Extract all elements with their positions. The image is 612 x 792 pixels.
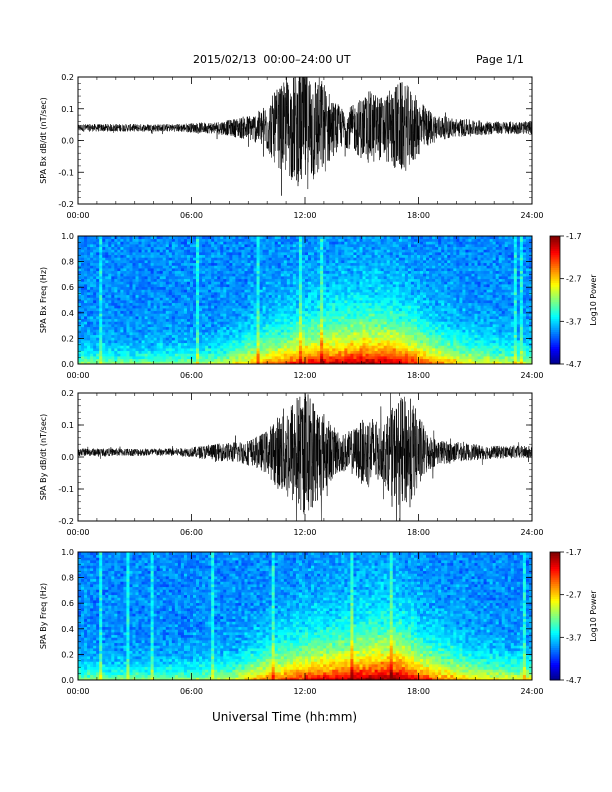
colorbar-tick-label-1-1: -2.7 — [566, 275, 582, 284]
y-tick-label-2-2: 0.0 — [61, 453, 74, 462]
colorbar-frame-1 — [549, 235, 561, 365]
x-tick-label-0-4: 24:00 — [520, 211, 543, 220]
y-tick-label-3-2: 0.6 — [61, 599, 74, 608]
x-tick-label-2-4: 24:00 — [520, 528, 543, 537]
colorbar-tick-label-3-0: -1.7 — [566, 548, 582, 557]
page-number: Page 1/1 — [476, 53, 524, 66]
colorbar-label-1: Log10 Power — [589, 274, 598, 326]
y-tick-label-3-0: 1.0 — [61, 548, 74, 557]
series-line-0 — [77, 76, 533, 196]
y-tick-label-2-0: 0.2 — [61, 389, 74, 398]
spectrogram-1 — [78, 236, 533, 365]
x-tick-label-1-0: 00:00 — [66, 371, 89, 380]
y-axis-label-2: SPA By dB/dt (nT/sec) — [39, 414, 48, 501]
x-tick-label-2-1: 06:00 — [180, 528, 203, 537]
x-tick-label-3-2: 12:00 — [293, 687, 316, 696]
y-tick-label-1-0: 1.0 — [61, 232, 74, 241]
y-tick-label-0-1: 0.1 — [61, 105, 74, 114]
colorbar-frame-3 — [549, 551, 561, 681]
x-tick-label-1-2: 12:00 — [293, 371, 316, 380]
x-tick-label-0-0: 00:00 — [66, 211, 89, 220]
y-axis-label-1: SPA Bx Freq (Hz) — [39, 267, 48, 333]
y-tick-label-3-3: 0.4 — [61, 625, 74, 634]
y-tick-label-1-1: 0.8 — [61, 258, 74, 267]
x-tick-label-0-3: 18:00 — [407, 211, 430, 220]
spectrogram-3 — [78, 552, 533, 681]
colorbar-tick-label-1-2: -3.7 — [566, 317, 582, 326]
y-axis-label-0: SPA Bx dB/dt (nT/sec) — [39, 97, 48, 184]
x-tick-label-0-2: 12:00 — [293, 211, 316, 220]
x-tick-label-3-0: 00:00 — [66, 687, 89, 696]
y-tick-label-3-1: 0.8 — [61, 574, 74, 583]
colorbar-3 — [550, 552, 560, 681]
y-tick-label-0-4: -0.2 — [58, 200, 74, 209]
x-tick-label-2-3: 18:00 — [407, 528, 430, 537]
colorbar-tick-label-3-2: -3.7 — [566, 633, 582, 642]
colorbar-1 — [550, 236, 560, 365]
colorbar-label-3: Log10 Power — [589, 590, 598, 642]
x-tick-label-1-4: 24:00 — [520, 371, 543, 380]
colorbar-tick-label-3-1: -2.7 — [566, 591, 582, 600]
y-tick-label-0-2: 0.0 — [61, 137, 74, 146]
x-tick-label-3-4: 24:00 — [520, 687, 543, 696]
y-tick-label-2-1: 0.1 — [61, 421, 74, 430]
y-tick-label-3-5: 0.0 — [61, 676, 74, 685]
x-tick-label-3-1: 06:00 — [180, 687, 203, 696]
x-tick-label-2-2: 12:00 — [293, 528, 316, 537]
y-tick-label-2-3: -0.1 — [58, 485, 74, 494]
series-line-2 — [77, 392, 533, 522]
x-tick-label-1-1: 06:00 — [180, 371, 203, 380]
page-title: 2015/02/13 00:00–24:00 UT — [193, 53, 351, 66]
colorbar-tick-label-1-0: -1.7 — [566, 232, 582, 241]
x-tick-label-2-0: 00:00 — [66, 528, 89, 537]
y-tick-label-0-0: 0.2 — [61, 73, 74, 82]
x-tick-label-0-1: 06:00 — [180, 211, 203, 220]
y-tick-label-2-4: -0.2 — [58, 517, 74, 526]
y-tick-label-1-4: 0.2 — [61, 334, 74, 343]
y-axis-label-3: SPA By Freq (Hz) — [39, 583, 48, 649]
y-tick-label-1-3: 0.4 — [61, 309, 74, 318]
y-tick-label-1-5: 0.0 — [61, 360, 74, 369]
y-tick-label-0-3: -0.1 — [58, 168, 74, 177]
x-tick-label-1-3: 18:00 — [407, 371, 430, 380]
x-axis-title: Universal Time (hh:mm) — [212, 710, 358, 724]
colorbar-tick-label-3-3: -4.7 — [566, 676, 582, 685]
y-tick-label-1-2: 0.6 — [61, 283, 74, 292]
y-tick-label-3-4: 0.2 — [61, 650, 74, 659]
x-tick-label-3-3: 18:00 — [407, 687, 430, 696]
colorbar-tick-label-1-3: -4.7 — [566, 360, 582, 369]
